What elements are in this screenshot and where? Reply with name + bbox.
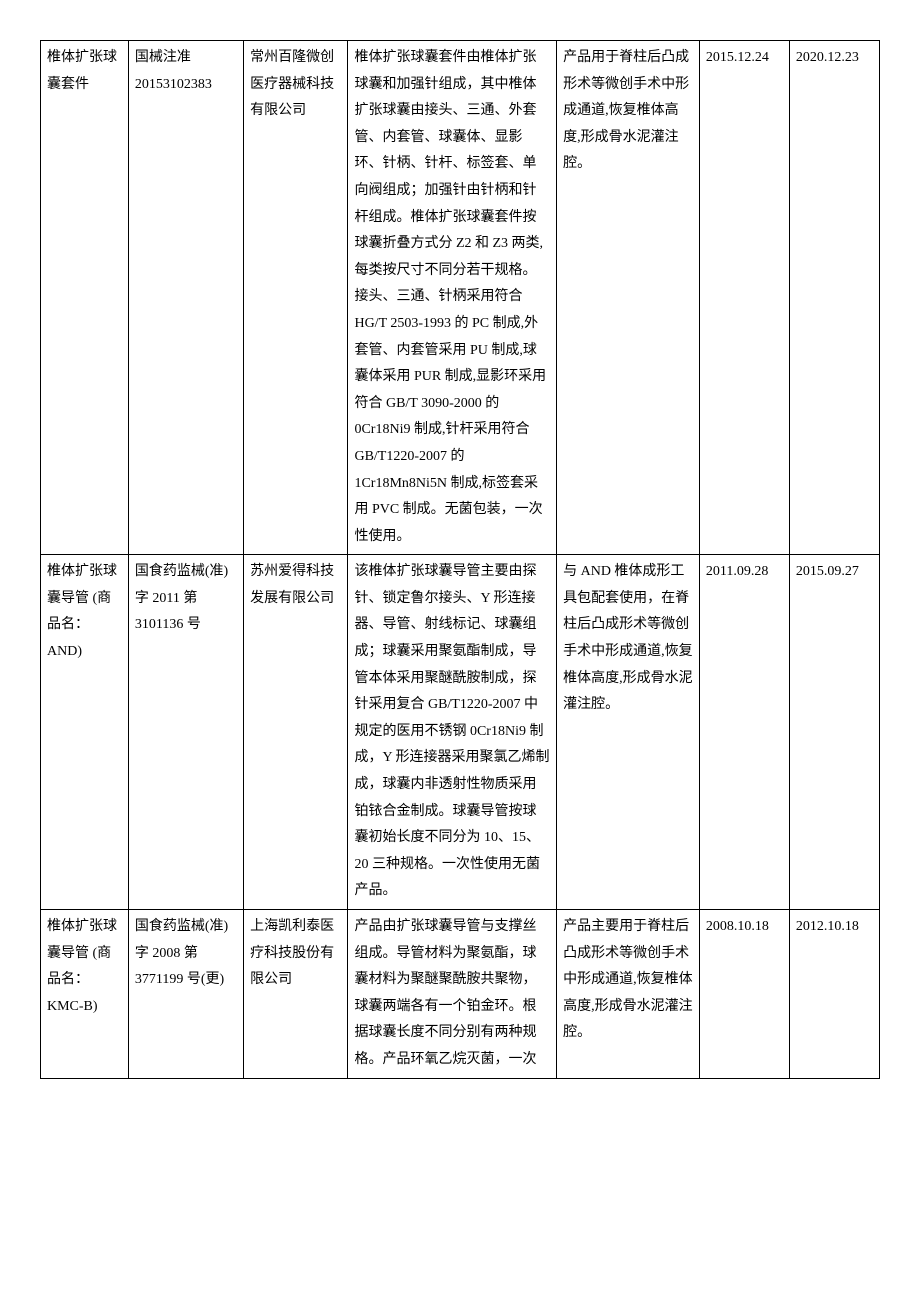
cell-use: 产品用于脊柱后凸成形术等微创手术中形成通道,恢复椎体高度,形成骨水泥灌注腔。 <box>557 41 700 555</box>
cell-desc: 该椎体扩张球囊导管主要由探针、锁定鲁尔接头、Y 形连接器、导管、射线标记、球囊组… <box>348 555 557 910</box>
cell-date2: 2015.09.27 <box>789 555 879 910</box>
table-row: 椎体扩张球囊导管 (商品名：KMC-B) 国食药监械(准)字 2008 第 37… <box>41 910 880 1079</box>
cell-company: 常州百隆微创医疗器械科技有限公司 <box>244 41 348 555</box>
table-row: 椎体扩张球囊导管 (商品名：AND) 国食药监械(准)字 2011 第 3101… <box>41 555 880 910</box>
cell-use: 产品主要用于脊柱后凸成形术等微创手术中形成通道,恢复椎体高度,形成骨水泥灌注腔。 <box>557 910 700 1079</box>
main-table: 椎体扩张球囊套件 国械注准 20153102383 常州百隆微创医疗器械科技有限… <box>40 40 880 1079</box>
cell-company: 苏州爱得科技发展有限公司 <box>244 555 348 910</box>
cell-name: 椎体扩张球囊导管 (商品名：AND) <box>41 555 129 910</box>
cell-reg: 国食药监械(准)字 2011 第 3101136 号 <box>128 555 243 910</box>
cell-date1: 2011.09.28 <box>699 555 789 910</box>
cell-desc: 产品由扩张球囊导管与支撑丝组成。导管材料为聚氨酯，球囊材料为聚醚聚酰胺共聚物，球… <box>348 910 557 1079</box>
cell-date1: 2015.12.24 <box>699 41 789 555</box>
cell-name: 椎体扩张球囊导管 (商品名：KMC-B) <box>41 910 129 1079</box>
cell-use: 与 AND 椎体成形工具包配套使用，在脊柱后凸成形术等微创手术中形成通道,恢复椎… <box>557 555 700 910</box>
cell-desc: 椎体扩张球囊套件由椎体扩张球囊和加强针组成，其中椎体扩张球囊由接头、三通、外套管… <box>348 41 557 555</box>
table-row: 椎体扩张球囊套件 国械注准 20153102383 常州百隆微创医疗器械科技有限… <box>41 41 880 555</box>
cell-date2: 2020.12.23 <box>789 41 879 555</box>
cell-reg: 国食药监械(准)字 2008 第 3771199 号(更) <box>128 910 243 1079</box>
cell-company: 上海凯利泰医疗科技股份有限公司 <box>244 910 348 1079</box>
cell-date1: 2008.10.18 <box>699 910 789 1079</box>
cell-reg: 国械注准 20153102383 <box>128 41 243 555</box>
cell-date2: 2012.10.18 <box>789 910 879 1079</box>
cell-name: 椎体扩张球囊套件 <box>41 41 129 555</box>
